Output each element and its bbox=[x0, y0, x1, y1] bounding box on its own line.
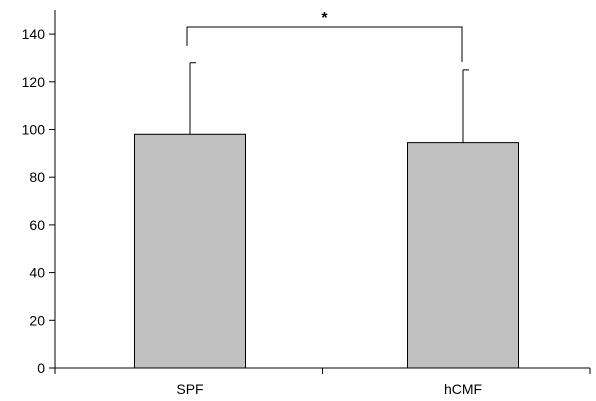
y-tick-label: 120 bbox=[22, 74, 46, 90]
significance-bracket: * bbox=[186, 10, 463, 62]
x-ticks: SPF hCMF bbox=[54, 368, 591, 397]
y-tick-label: 60 bbox=[29, 217, 45, 233]
y-ticks: 0 20 40 60 80 100 120 140 bbox=[22, 26, 55, 376]
bars bbox=[134, 133, 519, 369]
significance-bracket-line bbox=[186, 26, 463, 62]
bar-hcmf bbox=[407, 142, 519, 369]
y-tick-label: 20 bbox=[29, 312, 45, 328]
x-category-label: hCMF bbox=[444, 381, 482, 397]
significance-label: * bbox=[321, 10, 328, 27]
y-tick-label: 140 bbox=[22, 26, 46, 42]
y-tick-label: 0 bbox=[37, 360, 45, 376]
x-axis: SPF hCMF bbox=[54, 367, 591, 397]
y-tick-label: 80 bbox=[29, 169, 45, 185]
y-axis: 0 20 40 60 80 100 120 140 bbox=[22, 10, 56, 376]
y-tick-label: 40 bbox=[29, 265, 45, 281]
bar-spf bbox=[134, 133, 246, 369]
y-tick-label: 100 bbox=[22, 122, 46, 138]
error-bars bbox=[189, 62, 469, 143]
x-category-label: SPF bbox=[176, 381, 203, 397]
